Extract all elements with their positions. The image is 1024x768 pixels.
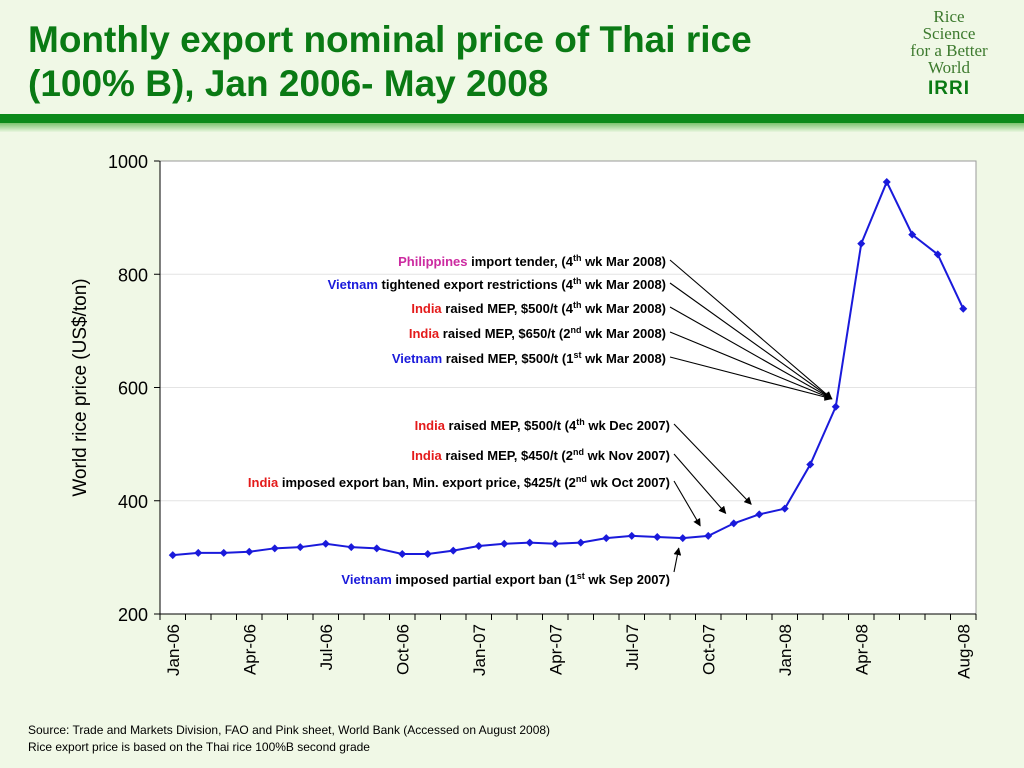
annotation-country: India bbox=[411, 448, 442, 463]
data-point-nov-06 bbox=[423, 549, 432, 558]
annotation-label: India raised MEP, $650/t (2nd wk Mar 200… bbox=[409, 325, 666, 341]
annotation-label: India imposed export ban, Min. export pr… bbox=[248, 474, 670, 490]
data-point-jun-06 bbox=[296, 543, 305, 552]
price-line-chart: 200 400 600 800 1000 Jan-06 Apr-06 Jul-06 Oct-06… bbox=[70, 152, 977, 679]
annotation-arrow bbox=[669, 259, 833, 400]
logo-name: IRRI bbox=[928, 78, 970, 99]
price-series-line bbox=[172, 179, 965, 557]
x-tick-label: Jan-07 bbox=[470, 624, 489, 676]
annotation-label: Vietnam raised MEP, $500/t (1st wk Mar 2… bbox=[392, 350, 666, 366]
y-tick-label: 1000 bbox=[108, 152, 148, 172]
annotation-arrow bbox=[673, 547, 682, 573]
data-point-jul-06 bbox=[321, 539, 330, 548]
data-point-mar-08 bbox=[831, 402, 840, 411]
y-tick-label: 800 bbox=[118, 265, 148, 285]
data-point-jan-07 bbox=[474, 542, 483, 551]
annotation-label: Vietnam imposed partial export ban (1st … bbox=[341, 571, 670, 587]
annotation-country: India bbox=[248, 475, 279, 490]
data-point-jan-08 bbox=[780, 504, 789, 513]
data-point-jul-08 bbox=[933, 250, 942, 259]
annotation-arrow bbox=[669, 356, 833, 401]
annotation-arrow bbox=[669, 282, 833, 400]
data-point-aug-06 bbox=[347, 543, 356, 552]
annotation-label: India raised MEP, $450/t (2nd wk Nov 200… bbox=[411, 447, 670, 463]
annotation-country: Vietnam bbox=[341, 572, 391, 587]
data-point-feb-07 bbox=[500, 539, 509, 548]
source-line-2: Rice export price is based on the Thai r… bbox=[28, 740, 370, 754]
annotation-label: Philippines import tender, (4th wk Mar 2… bbox=[398, 253, 666, 269]
data-point-sep-06 bbox=[372, 544, 381, 553]
annotation-label: India raised MEP, $500/t (4th wk Dec 200… bbox=[415, 417, 670, 433]
logo-tagline: Rice Science for a Better World bbox=[910, 7, 988, 77]
y-tick-label: 600 bbox=[118, 379, 148, 399]
data-point-jun-07 bbox=[602, 534, 611, 543]
page-title: Monthly export nominal price of Thai ric… bbox=[28, 18, 888, 106]
annotation-arrow bbox=[673, 480, 701, 527]
data-point-may-07 bbox=[576, 538, 585, 547]
data-point-jun-08 bbox=[908, 230, 917, 239]
annotation-country: Vietnam bbox=[328, 277, 378, 292]
data-point-apr-07 bbox=[551, 539, 560, 548]
annotation-country: India bbox=[415, 418, 446, 433]
data-point-mar-06 bbox=[219, 548, 228, 557]
x-tick-label: Jul-06 bbox=[317, 624, 336, 670]
irri-logo: Rice Science for a Better World IRRI bbox=[894, 8, 1004, 108]
annotation-arrow bbox=[673, 423, 752, 505]
data-point-nov-07 bbox=[729, 519, 738, 528]
annotation-arrow bbox=[669, 331, 833, 400]
y-tick-label: 200 bbox=[118, 605, 148, 625]
annotation-country: India bbox=[409, 326, 440, 341]
header-divider-band bbox=[0, 114, 1024, 132]
y-tick-label: 400 bbox=[118, 492, 148, 512]
data-point-feb-06 bbox=[194, 548, 203, 557]
annotation-country: Philippines bbox=[398, 254, 467, 269]
data-point-may-06 bbox=[270, 544, 279, 553]
data-point-aug-08 bbox=[959, 304, 968, 313]
data-point-may-08 bbox=[882, 177, 891, 186]
data-point-jul-07 bbox=[627, 531, 636, 540]
x-tick-label: Oct-07 bbox=[699, 624, 718, 675]
annotation-country: India bbox=[411, 301, 442, 316]
data-point-mar-07 bbox=[525, 538, 534, 547]
x-tick-label: Jul-07 bbox=[623, 624, 642, 670]
x-tick-label: Jan-06 bbox=[164, 624, 183, 676]
annotation-country: Vietnam bbox=[392, 351, 442, 366]
data-point-oct-07 bbox=[704, 531, 713, 540]
x-tick-label: Aug-08 bbox=[954, 624, 973, 679]
x-tick-label: Apr-07 bbox=[546, 624, 565, 675]
x-tick-label: Apr-08 bbox=[852, 624, 871, 675]
source-note: Source: Trade and Markets Division, FAO … bbox=[28, 722, 550, 756]
source-line-1: Source: Trade and Markets Division, FAO … bbox=[28, 723, 551, 737]
data-point-apr-08 bbox=[857, 239, 866, 248]
data-point-oct-06 bbox=[398, 549, 407, 558]
data-point-aug-07 bbox=[653, 532, 662, 541]
x-tick-label: Jan-08 bbox=[776, 624, 795, 676]
annotation-label: Vietnam tightened export restrictions (4… bbox=[328, 276, 666, 292]
x-tick-label: Apr-06 bbox=[240, 624, 259, 675]
x-tick-label: Oct-06 bbox=[393, 624, 412, 675]
data-point-sep-07 bbox=[678, 534, 687, 543]
title-line-2: (100% B), Jan 2006- May 2008 bbox=[28, 63, 549, 104]
data-point-jan-06 bbox=[168, 551, 177, 560]
data-point-dec-06 bbox=[449, 546, 458, 555]
annotation-arrow bbox=[673, 453, 727, 514]
title-line-1: Monthly export nominal price of Thai ric… bbox=[28, 19, 752, 60]
data-point-apr-06 bbox=[245, 547, 254, 556]
data-point-feb-08 bbox=[806, 460, 815, 469]
annotation-arrow bbox=[669, 306, 833, 400]
y-axis-title: World rice price (US$/ton) bbox=[70, 278, 91, 496]
annotation-label: India raised MEP, $500/t (4th wk Mar 200… bbox=[411, 300, 666, 316]
